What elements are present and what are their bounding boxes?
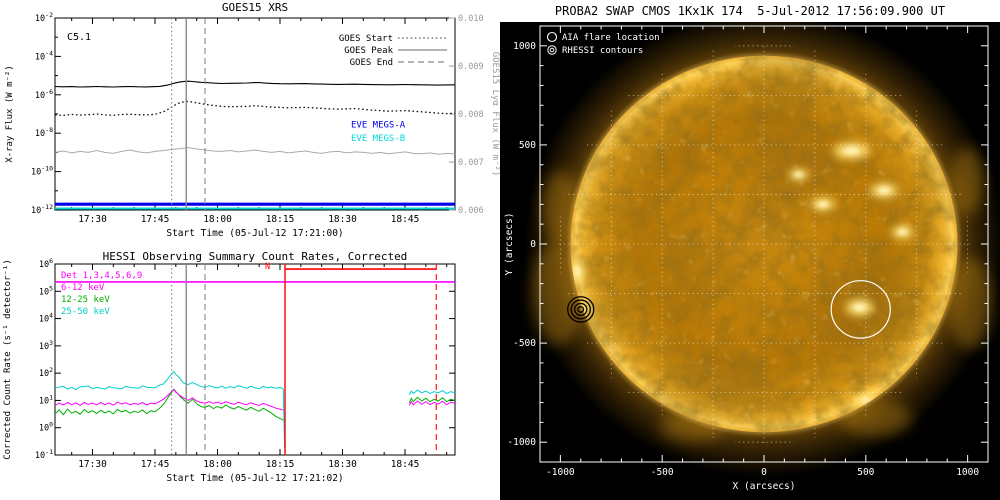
x-tick-label: 18:30: [328, 459, 357, 470]
y-right-tick-label: 0.008: [458, 110, 484, 120]
hessi-xlabel: Start Time (05-Jul-12 17:21:02): [166, 473, 343, 484]
sun-ylabel: Y (arcsecs): [504, 213, 515, 276]
aia-flare-location-glyph: [546, 31, 558, 43]
rhessi-contour: [567, 296, 595, 323]
sun-y-tick-label: 500: [519, 140, 536, 151]
undefined-label: 12-25 keV: [61, 295, 110, 305]
undefined-series: [408, 396, 456, 404]
x-tick-label: 18:30: [328, 214, 357, 225]
x-tick-label: 17:45: [141, 214, 170, 225]
undefined-legend-label: GOES Start: [339, 34, 393, 44]
goes-title: GOES15 XRS: [222, 1, 288, 14]
hessi-ylabel: Corrected Count Rate (s⁻¹ detector⁻¹): [3, 259, 13, 459]
goes-ylabel: X-ray Flux (W m⁻²): [5, 65, 15, 163]
goes-plot-box: [54, 17, 456, 211]
undefined-series: [54, 100, 456, 117]
y-tick-label: 10-10: [31, 165, 53, 178]
x-tick-label: 18:15: [266, 214, 295, 225]
y-right-tick-label: 0.006: [458, 206, 484, 216]
undefined-legend-label: GOES Peak: [344, 46, 393, 56]
undefined-label: EVE MEGS-B: [351, 134, 405, 144]
goes-xlabel: Start Time (05-Jul-12 17:21:00): [166, 228, 343, 239]
y-tick-label: 10-12: [31, 203, 53, 216]
y-tick-label: 101: [39, 393, 53, 406]
x-tick-label: 17:30: [78, 214, 107, 225]
sun-y-tick-label: 0: [530, 239, 536, 250]
sun-texture: [570, 55, 958, 433]
sun-xlabel: X (arcsecs): [733, 481, 796, 492]
sun-x-tick-label: -500: [651, 467, 674, 478]
rhessi-contours-glyph: [547, 45, 557, 55]
undefined-series: [54, 147, 456, 155]
hessi-plot-box: [54, 263, 456, 456]
y-tick-label: 102: [39, 366, 53, 379]
corona-streak: [951, 146, 984, 215]
y-tick-label: 10-8: [35, 126, 53, 139]
undefined-legend-label: GOES End: [350, 58, 393, 68]
y-tick-label: 103: [39, 339, 53, 352]
rhessi-contour: [577, 305, 585, 313]
aia-flare-location-legend-label: AIA flare location: [562, 33, 660, 43]
corona-streak: [948, 257, 994, 350]
undefined-label: C5.1: [67, 32, 91, 43]
undefined-series: [54, 388, 284, 411]
sun-x-tick-label: 1000: [956, 467, 979, 478]
hessi-title: HESSI Observing Summary Count Rates, Cor…: [103, 250, 408, 263]
undefined-series: [54, 80, 456, 88]
swap-image-panel: PROBA2 SWAP CMOS 1Kx1K 174 5-Jul-2012 17…: [500, 0, 1000, 500]
x-tick-label: 18:00: [203, 214, 232, 225]
rhessi-contour: [573, 302, 588, 316]
undefined-series: [54, 370, 286, 449]
y-tick-label: 10-2: [35, 11, 53, 24]
y-tick-label: 104: [39, 312, 53, 325]
swap-legend: AIA flare location RHESSI contours: [546, 31, 660, 56]
y-tick-label: 10-4: [35, 49, 53, 62]
goes-y-right-label: GOES15 Lyα Flux (W m⁻²): [490, 52, 500, 177]
y-tick-label: 106: [39, 257, 53, 270]
undefined-label: N: [265, 262, 270, 272]
y-tick-label: 100: [39, 421, 53, 434]
sun-y-tick-label: -1000: [507, 437, 536, 448]
x-tick-label: 17:30: [78, 459, 107, 470]
goes-xrs-chart: GOES15 XRS 17:30 17:45 18:00 18:15 18:30 18:45…: [5, 1, 500, 239]
swap-solar-image: -1000 -1000 -500 -500 0 0 500 500 1000 1000 X (arc…: [500, 22, 1000, 500]
swap-image-title: PROBA2 SWAP CMOS 1Kx1K 174 5-Jul-2012 17…: [500, 0, 1000, 22]
undefined-label: 6-12 keV: [61, 283, 105, 293]
undefined-label: EVE MEGS-A: [351, 120, 406, 130]
sun-x-tick-label: -1000: [546, 467, 575, 478]
y-right-tick-label: 0.010: [458, 14, 484, 24]
sun-x-tick-label: 500: [857, 467, 874, 478]
aia-flare-circle: [830, 280, 891, 339]
undefined-series: [408, 389, 456, 396]
y-tick-label: 10-1: [35, 448, 53, 461]
sun-x-tick-label: 0: [761, 467, 767, 478]
x-tick-label: 18:00: [203, 459, 232, 470]
y-right-tick-label: 0.007: [458, 158, 484, 168]
corona-streak: [530, 242, 584, 346]
y-tick-label: 10-6: [35, 88, 53, 101]
undefined-label: 25-50 keV: [61, 307, 110, 317]
x-tick-label: 18:15: [266, 459, 295, 470]
y-right-tick-label: 0.009: [458, 62, 484, 72]
x-tick-label: 17:45: [141, 459, 170, 470]
corona-streak: [542, 170, 579, 246]
sun-y-tick-label: 1000: [513, 41, 536, 52]
x-tick-label: 18:45: [391, 459, 420, 470]
hessi-count-rate-chart: HESSI Observing Summary Count Rates, Cor…: [3, 250, 456, 484]
undefined-series: [408, 400, 456, 406]
undefined-label: Det 1,3,4,5,6,9: [61, 271, 142, 281]
xray-plots-column: GOES15 XRS 17:30 17:45 18:00 18:15 18:30 18:45…: [3, 1, 500, 484]
x-tick-label: 18:45: [391, 214, 420, 225]
sun-y-tick-label: -500: [513, 338, 536, 349]
y-tick-label: 105: [39, 284, 53, 297]
rhessi-contours-legend-label: RHESSI contours: [562, 46, 643, 56]
rhessi-contour: [570, 299, 591, 320]
